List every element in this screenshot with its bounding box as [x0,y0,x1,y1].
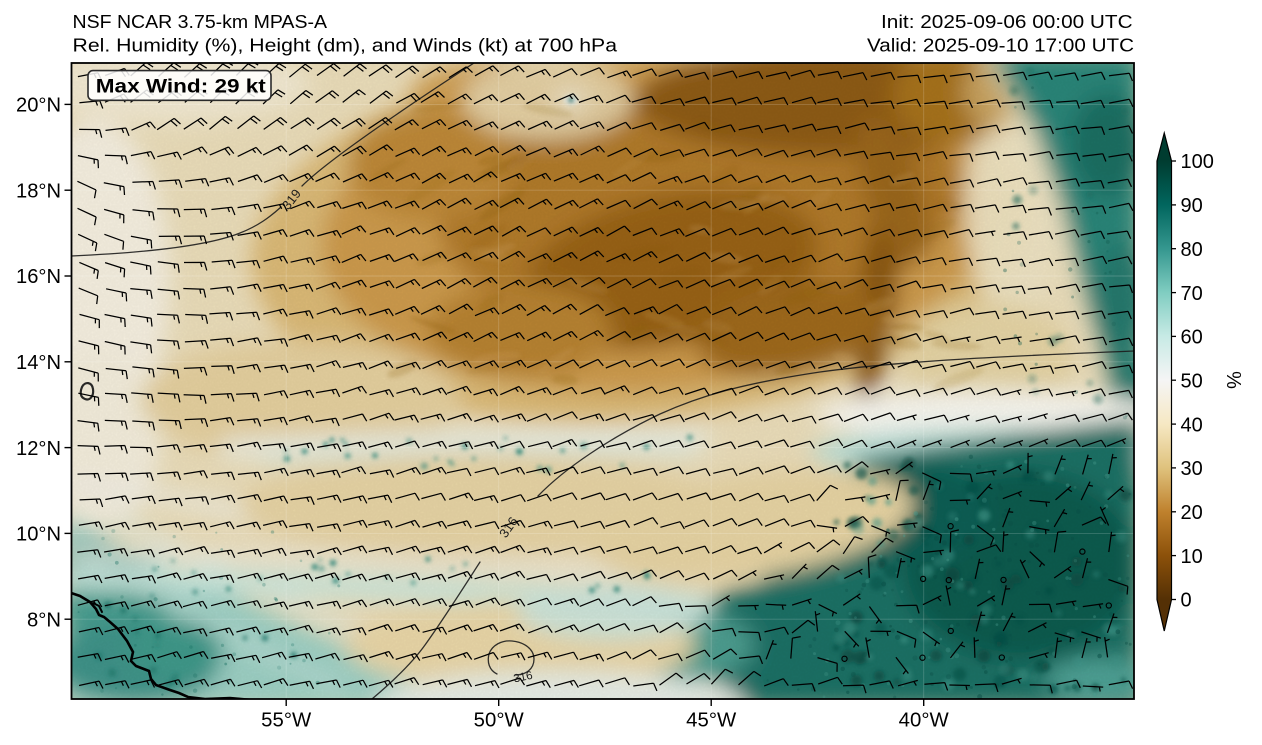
svg-text:Max Wind: 29 kt: Max Wind: 29 kt [96,77,267,98]
svg-text:14°N: 14°N [16,352,61,374]
svg-text:45°W: 45°W [686,710,736,732]
svg-text:40: 40 [1181,414,1203,436]
svg-text:20°N: 20°N [16,95,61,117]
svg-text:60: 60 [1181,327,1203,349]
svg-text:50: 50 [1181,370,1203,392]
svg-text:NSF NCAR 3.75-km MPAS-A: NSF NCAR 3.75-km MPAS-A [73,11,328,32]
svg-text:Valid: 2025-09-10 17:00 UTC: Valid: 2025-09-10 17:00 UTC [867,34,1134,55]
svg-text:Rel. Humidity (%), Height (dm): Rel. Humidity (%), Height (dm), and Wind… [73,34,618,55]
svg-text:8°N: 8°N [27,609,61,631]
svg-text:Init: 2025-09-06 00:00 UTC: Init: 2025-09-06 00:00 UTC [881,11,1133,32]
svg-text:316: 316 [513,670,534,686]
svg-text:90: 90 [1181,195,1203,217]
svg-text:%: % [1222,371,1244,389]
svg-text:0: 0 [1181,590,1192,612]
svg-text:10°N: 10°N [16,524,61,546]
svg-text:40°W: 40°W [899,710,949,732]
svg-text:10: 10 [1181,546,1203,568]
svg-text:12°N: 12°N [16,438,61,460]
svg-text:16°N: 16°N [16,266,61,288]
svg-text:55°W: 55°W [261,710,311,732]
svg-text:30: 30 [1181,458,1203,480]
svg-text:18°N: 18°N [16,180,61,202]
svg-text:70: 70 [1181,283,1203,305]
svg-text:80: 80 [1181,239,1203,261]
svg-text:100: 100 [1181,151,1214,173]
svg-text:20: 20 [1181,502,1203,524]
svg-text:50°W: 50°W [474,710,524,732]
